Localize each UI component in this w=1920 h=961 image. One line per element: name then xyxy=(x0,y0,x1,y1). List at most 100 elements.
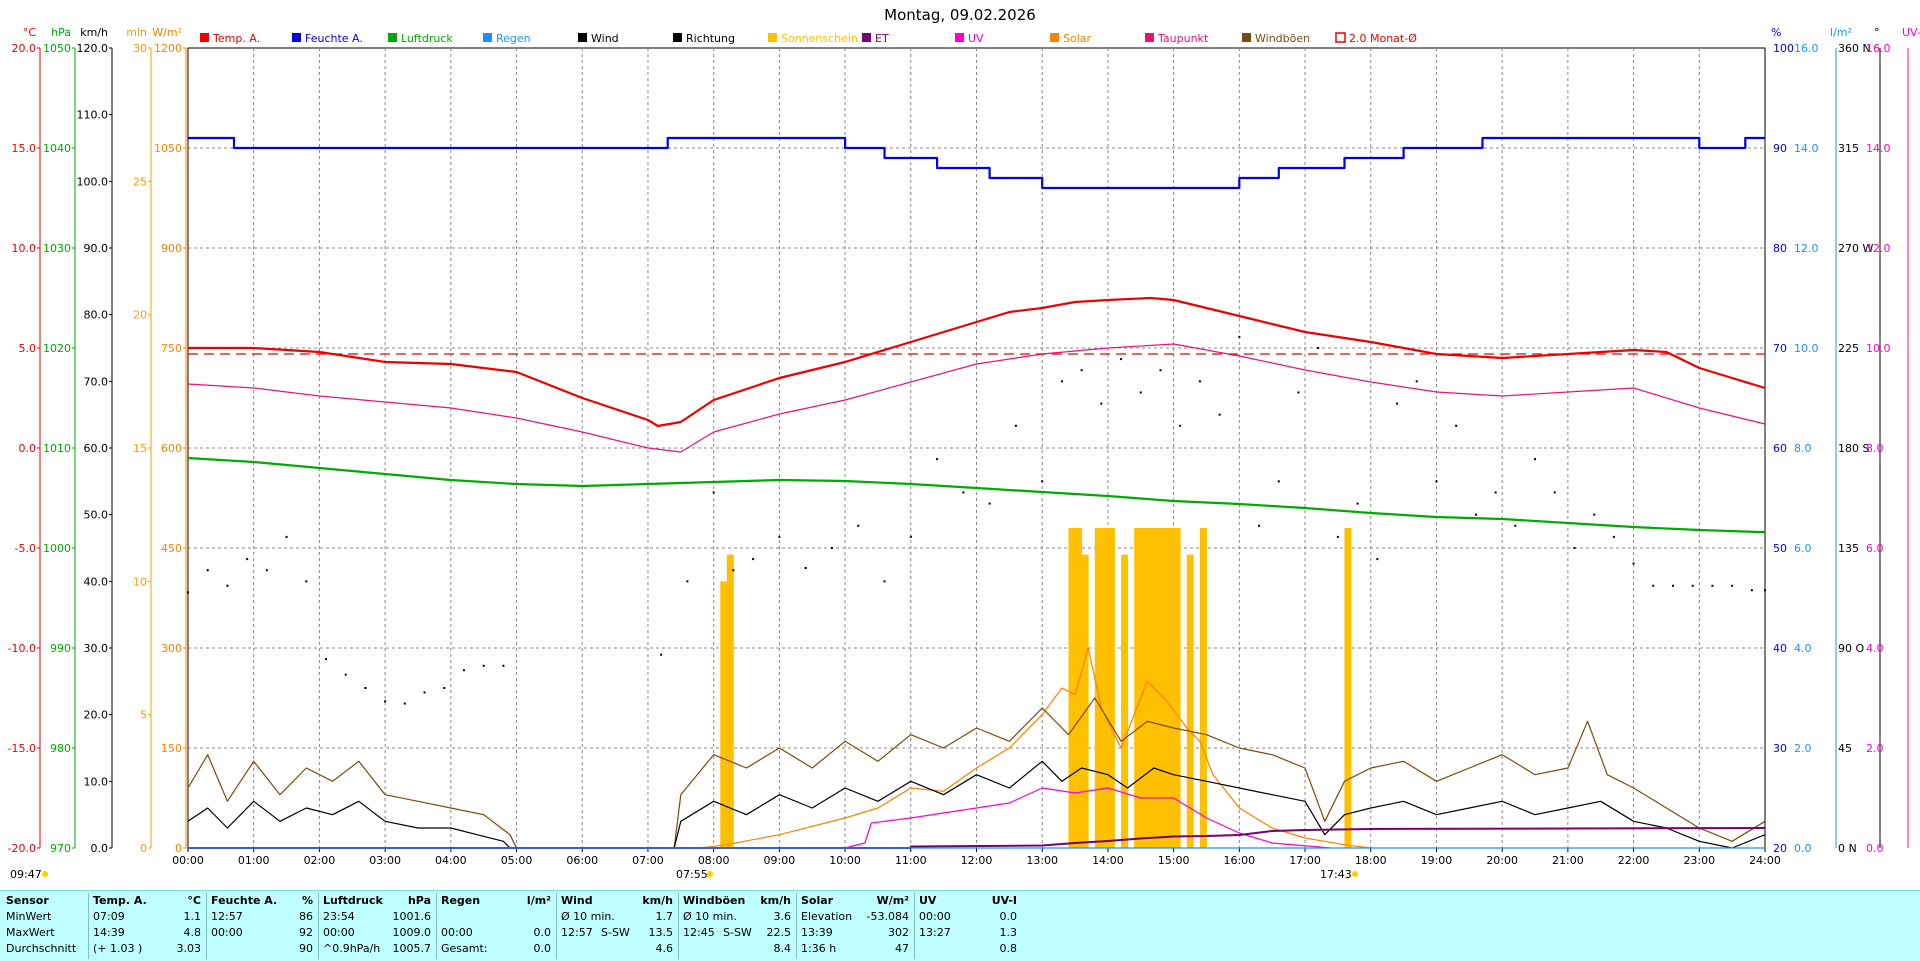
legend-label: Solar xyxy=(1063,32,1092,45)
stats-cell: hPa xyxy=(407,894,431,907)
axis-unit: UV-I xyxy=(1902,26,1920,39)
marker-dot xyxy=(1352,871,1358,877)
legend-swatch xyxy=(1145,33,1154,42)
stats-cell: 302 xyxy=(888,926,909,939)
direction-point xyxy=(1317,347,1320,349)
axis-tick-label: 1020 xyxy=(43,342,71,355)
direction-point xyxy=(1514,524,1517,527)
x-tick-label: 15:00 xyxy=(1158,854,1190,867)
axis-tick-label: 1040 xyxy=(43,142,71,155)
axis-tick-label: 16.0 xyxy=(1794,42,1819,55)
direction-point xyxy=(1691,584,1694,587)
series-line xyxy=(187,697,1766,849)
legend-item: Solar xyxy=(1050,32,1092,45)
axis-tick-label: 150 xyxy=(161,742,182,755)
direction-point xyxy=(752,558,755,561)
axis-unit: min xyxy=(126,26,147,39)
axis-tick-label: 10.0 xyxy=(12,242,37,255)
sunshine-bar xyxy=(1344,528,1352,848)
grid xyxy=(187,47,1766,849)
stats-cell: °C xyxy=(187,894,201,907)
stats-cell: 1005.7 xyxy=(392,942,432,955)
x-tick-label: 13:00 xyxy=(1026,854,1058,867)
x-tick-label: 04:00 xyxy=(435,854,467,867)
axis-tick-label: 1050 xyxy=(43,42,71,55)
marker-dot xyxy=(707,871,713,877)
direction-point xyxy=(1672,584,1675,587)
axis-tick-label: 50 xyxy=(1773,542,1787,555)
chart-legend: Temp. A. Feuchte A. Luftdruck Regen Wind Rich… xyxy=(200,32,1417,45)
axis-tick-label: 90 xyxy=(1773,142,1787,155)
direction-point xyxy=(686,580,689,583)
direction-point xyxy=(1277,480,1280,483)
axis-tick-label: 15.0 xyxy=(12,142,37,155)
stats-column: Windböen km/h Ø 10 min. 3.6 12:45 S-SW 22.5 8.4 xyxy=(678,893,797,959)
axis-tick-label: 0 xyxy=(175,842,182,855)
left-time-marker: 09:47 xyxy=(10,868,42,881)
direction-point xyxy=(443,687,446,689)
sunshine-bar xyxy=(1134,528,1142,848)
direction-point xyxy=(1593,513,1596,516)
axis-tick-label: 600 xyxy=(161,442,182,455)
direction-point xyxy=(1415,380,1418,383)
axis-tick-label: 20 xyxy=(133,309,147,322)
sunset-marker: 17:43 xyxy=(1320,868,1352,881)
axis-tick-label: 80 xyxy=(1773,242,1787,255)
direction-point xyxy=(962,491,965,494)
stats-cell: W/m² xyxy=(876,894,909,907)
direction-point xyxy=(1494,491,1497,494)
legend-item: Sonnenschein xyxy=(768,32,858,45)
sunshine-bar xyxy=(1068,528,1076,848)
direction-point xyxy=(712,491,715,494)
series-line xyxy=(187,760,1766,849)
direction-point xyxy=(988,502,991,505)
axis-tick-label: 12.0 xyxy=(1866,242,1891,255)
stats-cell: Regen xyxy=(441,894,481,907)
series-windb-en xyxy=(187,697,1766,849)
legend-swatch xyxy=(673,33,682,42)
axis-tick-label: 450 xyxy=(161,542,182,555)
series-richtung xyxy=(187,335,1766,705)
axis-tick-label: 2.0 xyxy=(1794,742,1812,755)
sunshine-bar xyxy=(1101,528,1109,848)
axis-tick-label: 60.0 xyxy=(84,442,109,455)
stats-cell: 23:54 xyxy=(323,910,355,923)
series-line xyxy=(188,136,1765,190)
direction-point xyxy=(482,664,485,667)
series-line xyxy=(187,456,1765,534)
axis-tick-label: 20.0 xyxy=(12,42,37,55)
x-tick-label: 14:00 xyxy=(1092,854,1124,867)
direction-point xyxy=(830,547,833,549)
axis-tick-label: -15.0 xyxy=(8,742,36,755)
axis-tick-label: 980 xyxy=(50,742,71,755)
stats-cell: 90 xyxy=(299,942,313,955)
stats-cell: Gesamt: xyxy=(441,942,488,955)
direction-point xyxy=(502,664,505,667)
direction-point xyxy=(883,580,886,583)
axis-tick-label: 120.0 xyxy=(77,42,109,55)
legend-swatch xyxy=(1050,33,1059,42)
stats-cell: 13.5 xyxy=(648,926,674,939)
direction-point xyxy=(1435,480,1438,483)
axis-unit: hPa xyxy=(51,26,71,39)
legend-item: Regen xyxy=(483,32,531,45)
direction-point xyxy=(732,569,735,572)
legend-swatch xyxy=(200,33,209,42)
axis-tick-label: 8.0 xyxy=(1866,442,1884,455)
direction-point xyxy=(324,658,327,661)
legend-swatch xyxy=(1242,33,1251,42)
axis-unit: °C xyxy=(23,26,37,39)
axes: °C 20.0 15.0 10.0 5.0 0.0 -5.0 -10.0 -15.0 -20.0 h… xyxy=(8,26,1920,867)
axis-tick-label: 270 W xyxy=(1838,242,1873,255)
axis-tick-label: 50.0 xyxy=(84,509,109,522)
direction-point xyxy=(1764,589,1766,592)
direction-point xyxy=(364,687,367,689)
x-tick-label: 22:00 xyxy=(1618,854,1650,867)
legend-item: Windböen xyxy=(1242,32,1310,45)
sunshine-bar xyxy=(726,554,734,848)
sunshine-bar xyxy=(1107,528,1115,848)
series-luftdruck xyxy=(187,456,1765,534)
axis-tick-label: 0.0 xyxy=(19,442,37,455)
legend-label: Feuchte A. xyxy=(305,32,363,45)
stats-column: Solar W/m² Elevation -53.084 13:39 302 1:36 h 4… xyxy=(796,893,915,959)
